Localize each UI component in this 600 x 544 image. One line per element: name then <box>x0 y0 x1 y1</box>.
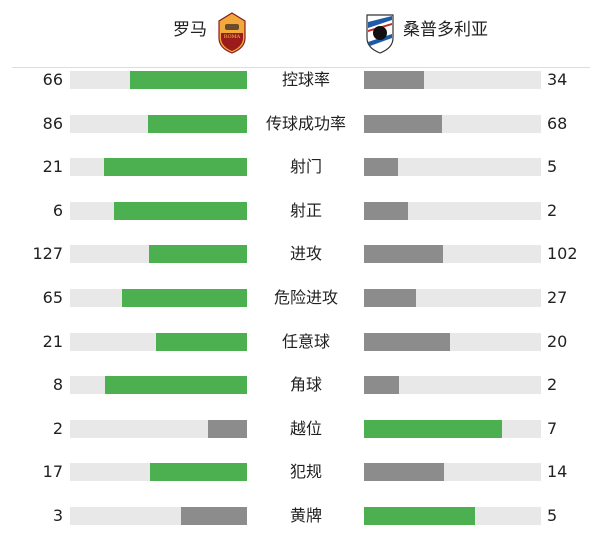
sampdoria-crest-icon <box>366 14 394 54</box>
stat-label: 角球 <box>289 375 322 395</box>
stat-row: 3 黄牌 5 <box>0 494 600 538</box>
stat-row: 127 进攻 102 <box>0 232 600 276</box>
home-bar-fill <box>156 332 247 351</box>
home-bar-track <box>70 332 247 351</box>
home-bar-track <box>70 288 247 307</box>
away-bar-track <box>364 419 541 438</box>
home-value: 127 <box>32 244 63 264</box>
away-value: 2 <box>547 375 558 395</box>
stats-list: 66 控球率 34 86 传球成功率 68 21 射门 5 6 射正 2 127 进攻 102 65 危险进攻 2… <box>0 58 600 538</box>
stat-row: 86 传球成功率 68 <box>0 102 600 146</box>
home-value: 21 <box>42 331 63 351</box>
home-value: 21 <box>42 157 63 177</box>
home-bar-track <box>70 201 247 220</box>
away-value: 20 <box>547 331 568 351</box>
home-bar-track <box>70 71 247 89</box>
stat-label: 射正 <box>289 200 322 220</box>
away-value: 34 <box>547 70 568 89</box>
home-bar-track <box>70 463 247 482</box>
stat-label: 任意球 <box>281 331 330 351</box>
stat-label: 犯规 <box>289 462 322 482</box>
away-bar-track <box>364 376 541 395</box>
away-value: 5 <box>547 157 558 177</box>
away-bar-fill <box>364 201 409 220</box>
away-bar-fill <box>364 463 444 482</box>
stat-row: 65 危险进攻 27 <box>0 276 600 320</box>
away-bar-track <box>364 201 541 220</box>
stat-row: 2 越位 7 <box>0 407 600 451</box>
home-bar-fill <box>148 114 247 133</box>
away-value: 5 <box>547 505 558 525</box>
stat-row: 6 射正 2 <box>0 189 600 233</box>
away-value: 27 <box>547 287 568 307</box>
home-value: 66 <box>42 70 63 89</box>
away-bar-fill <box>364 332 451 351</box>
home-bar-track <box>70 114 247 133</box>
stat-label: 危险进攻 <box>273 287 338 307</box>
stat-row: 66 控球率 34 <box>0 58 600 102</box>
away-bar-fill <box>364 288 416 307</box>
away-value: 14 <box>547 462 568 482</box>
away-bar-track <box>364 332 541 351</box>
svg-text:ROMA: ROMA <box>224 34 241 40</box>
away-value: 7 <box>547 418 558 438</box>
home-bar-fill <box>121 288 247 307</box>
home-value: 17 <box>42 462 63 482</box>
away-value: 102 <box>547 244 578 264</box>
home-bar-fill <box>149 463 247 482</box>
stat-label: 控球率 <box>281 70 330 89</box>
away-bar-track <box>364 114 541 133</box>
home-value: 3 <box>52 505 63 525</box>
home-bar-track <box>70 245 247 264</box>
stat-row: 21 射门 5 <box>0 145 600 189</box>
home-value: 65 <box>42 287 63 307</box>
home-bar-fill <box>180 506 247 525</box>
home-bar-fill <box>104 158 247 177</box>
stat-label: 射门 <box>289 157 322 177</box>
stat-label: 越位 <box>289 418 322 438</box>
away-bar-track <box>364 71 541 89</box>
away-bar-fill <box>364 114 443 133</box>
away-bar-track <box>364 158 541 177</box>
home-bar-fill <box>148 245 247 264</box>
stat-label: 黄牌 <box>289 505 322 525</box>
home-value: 6 <box>52 200 63 220</box>
home-bar-fill <box>207 419 247 438</box>
home-bar-track <box>70 158 247 177</box>
home-bar-fill <box>105 376 247 395</box>
away-team-name: 桑普多利亚 <box>403 20 488 40</box>
away-bar-fill <box>364 245 443 264</box>
away-bar-fill <box>364 419 502 438</box>
as-roma-crest-icon: ROMA <box>218 12 246 54</box>
away-bar-fill <box>364 506 475 525</box>
home-team-name: 罗马 <box>173 20 207 40</box>
stat-row: 17 犯规 14 <box>0 450 600 494</box>
stat-row: 21 任意球 20 <box>0 320 600 364</box>
stat-row: 8 角球 2 <box>0 363 600 407</box>
home-bar-fill <box>114 201 247 220</box>
home-bar-track <box>70 376 247 395</box>
away-value: 68 <box>547 113 568 133</box>
home-bar-fill <box>130 71 247 89</box>
away-bar-fill <box>364 71 425 89</box>
away-value: 2 <box>547 200 558 220</box>
home-value: 8 <box>52 375 63 395</box>
away-bar-fill <box>364 376 400 395</box>
home-value: 86 <box>42 113 63 133</box>
away-bar-fill <box>364 158 399 177</box>
away-bar-track <box>364 288 541 307</box>
away-bar-track <box>364 463 541 482</box>
home-bar-track <box>70 419 247 438</box>
away-bar-track <box>364 245 541 264</box>
away-bar-track <box>364 506 541 525</box>
header-divider <box>12 67 590 68</box>
home-bar-track <box>70 506 247 525</box>
stat-label: 传球成功率 <box>265 113 346 133</box>
stat-label: 进攻 <box>289 244 322 264</box>
home-value: 2 <box>52 418 63 438</box>
match-header: 罗马 ROMA 桑普多利亚 <box>0 0 600 59</box>
